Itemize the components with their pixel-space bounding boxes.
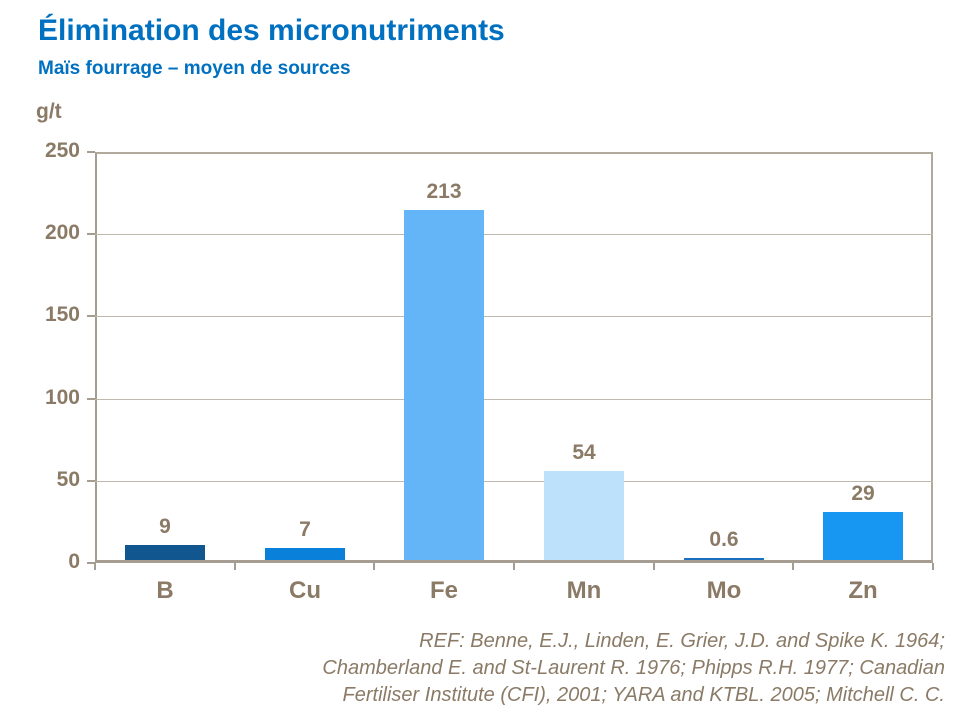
- bar-fe: [404, 210, 484, 560]
- bar-mo: [684, 558, 764, 560]
- bar-value-label: 9: [159, 515, 171, 538]
- bar-value-label: 0.6: [709, 528, 739, 551]
- x-axis-category-label: Zn: [848, 577, 878, 604]
- x-axis-tick: [653, 563, 655, 570]
- x-axis-tick: [373, 563, 375, 570]
- bar-value-label: 54: [572, 441, 596, 464]
- bar-zn: [823, 512, 903, 560]
- gridline: [95, 481, 933, 482]
- reference-line: Chamberland E. and St-Laurent R. 1976; P…: [322, 657, 945, 679]
- y-axis-unit-label: g/t: [36, 100, 62, 123]
- x-axis-category-label: Cu: [289, 577, 321, 604]
- y-axis-tick: [87, 480, 95, 482]
- reference-block: REF: Benne, E.J., Linden, E. Grier, J.D.…: [225, 628, 945, 709]
- y-axis-tick: [87, 398, 95, 400]
- y-axis-tick-label: 250: [44, 139, 80, 162]
- bar-mn: [544, 471, 624, 560]
- y-axis-tick: [87, 151, 95, 153]
- x-axis-category-label: B: [156, 577, 174, 604]
- gridline: [95, 399, 933, 400]
- bar-cu: [265, 548, 345, 560]
- x-axis-category-label: Fe: [429, 577, 458, 604]
- bar-value-label: 213: [426, 180, 462, 203]
- y-axis-tick: [87, 233, 95, 235]
- y-axis-tick-label: 150: [44, 303, 80, 326]
- x-axis-tick: [94, 563, 96, 570]
- y-axis-tick-label: 0: [68, 550, 80, 573]
- x-axis-tick: [792, 563, 794, 570]
- x-axis-tick: [234, 563, 236, 570]
- x-axis-category-label: Mo: [706, 577, 742, 604]
- y-axis-tick-label: 100: [44, 386, 80, 409]
- y-axis-tick: [87, 315, 95, 317]
- bar-b: [125, 545, 205, 560]
- x-axis-tick: [932, 563, 934, 570]
- chart-subtitle: Maïs fourrage – moyen de sources: [38, 58, 351, 79]
- chart-title: Élimination des micronutriments: [38, 14, 505, 47]
- y-axis-tick-label: 50: [56, 468, 80, 491]
- y-axis-tick-label: 200: [44, 221, 80, 244]
- bar-value-label: 29: [851, 482, 875, 505]
- reference-line: Fertiliser Institute (CFI), 2001; YARA a…: [342, 684, 945, 706]
- x-axis-tick: [513, 563, 515, 570]
- plot-area: [95, 152, 933, 563]
- bar-value-label: 7: [299, 518, 311, 541]
- x-axis-category-label: Mn: [566, 577, 602, 604]
- gridline: [95, 316, 933, 317]
- y-axis-tick: [87, 562, 95, 564]
- gridline: [95, 234, 933, 235]
- reference-line: REF: Benne, E.J., Linden, E. Grier, J.D.…: [419, 630, 945, 652]
